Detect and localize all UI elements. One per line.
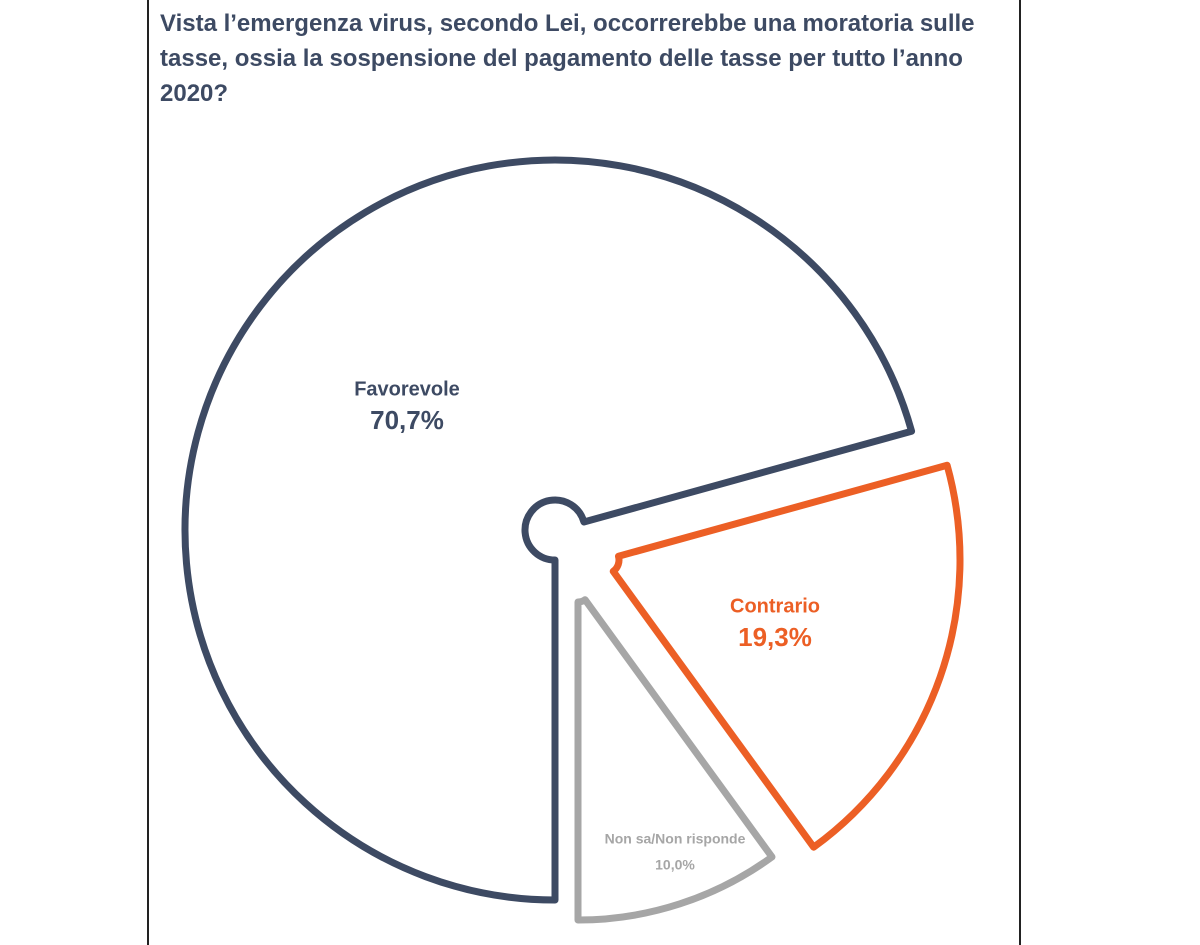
slice-label: Contrario [730, 595, 820, 617]
slice-label: Favorevole [354, 378, 460, 400]
slice-value: 19,3% [738, 622, 812, 652]
pie-slice [181, 156, 916, 904]
pie-slice [609, 461, 964, 851]
pie-slice [574, 596, 776, 924]
frame-right [1019, 0, 1021, 945]
frame-left [147, 0, 149, 945]
slice-label: Non sa/Non risponde [605, 831, 746, 847]
slice-value: 70,7% [370, 405, 444, 435]
chart-title: Vista l’emergenza virus, secondo Lei, oc… [160, 10, 975, 107]
slice-value: 10,0% [655, 857, 695, 873]
